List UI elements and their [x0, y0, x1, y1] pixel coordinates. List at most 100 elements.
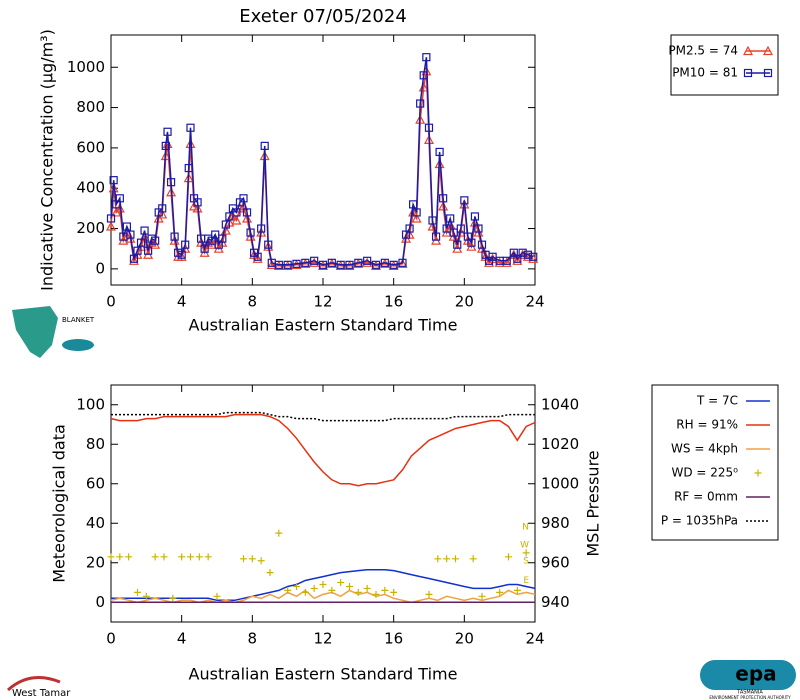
marker: [422, 53, 431, 62]
legend-label: RF = 0mm: [674, 490, 738, 504]
marker: [284, 586, 292, 594]
marker: [192, 203, 203, 213]
marker: [363, 256, 372, 265]
marker: [185, 138, 196, 148]
marker: [122, 222, 132, 231]
marker: [501, 257, 512, 267]
marker: [743, 45, 753, 56]
legend-box: [670, 34, 779, 96]
y2-axis-label: MSL Pressure: [584, 450, 603, 556]
marker: [264, 240, 273, 249]
marker: [529, 252, 538, 261]
marker: [743, 68, 753, 78]
x-tick-label: 8: [248, 630, 258, 648]
marker: [371, 260, 381, 269]
marker: [136, 238, 146, 247]
y-tick-label: 200: [76, 219, 105, 237]
marker: [108, 182, 119, 193]
marker: [126, 230, 135, 239]
marker: [452, 555, 459, 563]
annotation: S: [523, 556, 529, 566]
legend-label: PM2.5 = 74: [668, 44, 738, 58]
marker: [428, 216, 437, 225]
marker: [166, 186, 177, 197]
x-tick-label: 4: [177, 630, 187, 648]
series: [110, 589, 536, 604]
marker: [443, 555, 451, 563]
marker: [405, 224, 414, 233]
marker: [200, 244, 209, 253]
marker: [319, 580, 327, 588]
marker: [133, 246, 142, 255]
series-line: [110, 589, 536, 604]
y-tick-label: 60: [86, 474, 105, 492]
marker: [496, 588, 504, 596]
annotation: N: [522, 523, 529, 533]
x-tick-label: 0: [106, 293, 116, 311]
marker: [263, 241, 274, 251]
series: [111, 568, 536, 602]
marker: [195, 553, 203, 561]
marker: [467, 238, 476, 247]
council-swoosh: [6, 676, 61, 692]
marker: [460, 196, 469, 205]
marker: [431, 232, 441, 241]
marker: [242, 213, 253, 223]
series: [107, 529, 530, 602]
marker: [477, 240, 487, 249]
y-tick-label: 100: [76, 395, 105, 413]
marker: [158, 204, 167, 213]
marker: [116, 553, 124, 561]
marker: [335, 260, 346, 270]
marker: [161, 141, 170, 150]
marker: [763, 45, 773, 56]
annotation: E: [523, 576, 529, 586]
marker: [439, 194, 448, 203]
x-tick-label: 0: [106, 630, 116, 648]
marker: [107, 553, 115, 561]
marker: [522, 549, 530, 557]
marker: [310, 256, 319, 265]
y-tick-label: 400: [76, 179, 105, 197]
y-axis-label: Indicative Concentration (µg/m³): [38, 29, 57, 291]
marker: [327, 258, 336, 267]
marker: [456, 224, 465, 233]
marker: [371, 260, 381, 270]
marker: [309, 257, 320, 267]
chart: 0 4 8 12 16 20 24 0 20 40 60 80 100 940 960 980 1000 1020…: [50, 384, 779, 684]
y2-tick-label: 1040: [541, 395, 579, 413]
marker: [125, 553, 133, 561]
marker: [178, 553, 186, 561]
legend-label: RH = 91%: [676, 418, 738, 432]
marker: [293, 582, 300, 590]
marker: [416, 99, 425, 108]
marker: [438, 201, 449, 211]
blanket-label: BLANKET: [62, 316, 95, 324]
marker: [221, 220, 230, 229]
marker: [389, 260, 398, 269]
marker: [409, 200, 418, 209]
marker: [425, 590, 433, 598]
marker: [157, 209, 168, 219]
y2-tick-label: 940: [541, 593, 570, 611]
marker: [246, 228, 255, 237]
x-tick-label: 12: [313, 293, 332, 311]
series-line: [110, 413, 536, 487]
legend-label: P = 1035hPa: [661, 514, 738, 528]
marker: [318, 260, 328, 270]
legend: PM2.5 = 74 PM10 = 81: [668, 34, 779, 96]
marker: [434, 555, 442, 563]
marker: [363, 584, 371, 592]
y-tick-label: 20: [86, 553, 105, 571]
marker: [184, 163, 193, 173]
marker: [231, 215, 242, 225]
marker: [186, 123, 195, 132]
marker: [318, 260, 328, 269]
marker: [140, 226, 149, 235]
marker: [474, 224, 483, 233]
marker: [424, 123, 434, 132]
marker: [282, 260, 293, 270]
marker: [134, 588, 141, 596]
marker: [411, 213, 422, 223]
